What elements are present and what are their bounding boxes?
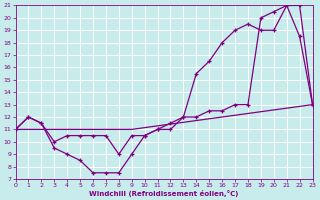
X-axis label: Windchill (Refroidissement éolien,°C): Windchill (Refroidissement éolien,°C): [89, 190, 239, 197]
